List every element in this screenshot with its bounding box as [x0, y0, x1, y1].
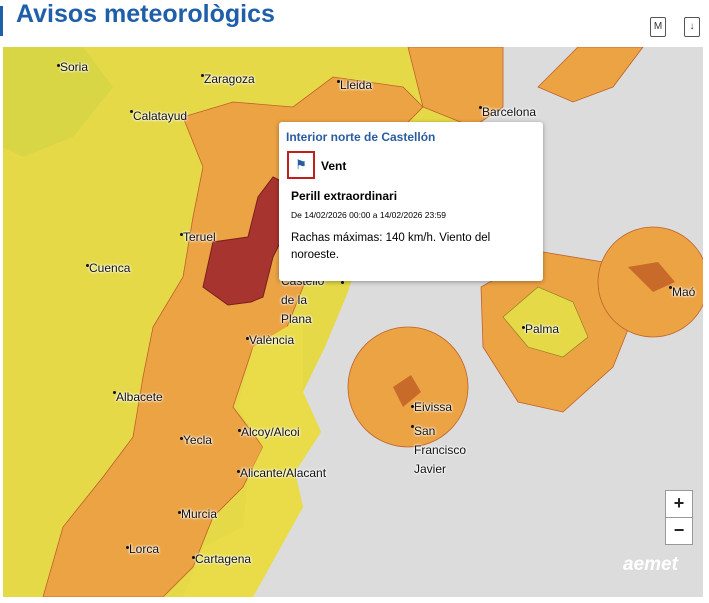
city-label: Lorca	[129, 542, 160, 556]
city-label: San Francisco Javier	[414, 424, 467, 476]
popup-level: Perill extraordinari	[291, 189, 398, 203]
city-dot	[522, 326, 525, 329]
city-dot	[411, 405, 414, 408]
map-button[interactable]: M	[650, 17, 666, 37]
city-dot	[57, 64, 60, 67]
city-label: Zaragoza	[204, 72, 255, 86]
popup-phenomenon: Vent	[321, 159, 347, 173]
city-dot	[180, 233, 183, 236]
popup-period: De 14/02/2026 00:00 a 14/02/2026 23:59	[291, 210, 447, 220]
city-dot	[669, 286, 672, 289]
city-dot	[238, 429, 241, 432]
city-dot	[86, 264, 89, 267]
download-button[interactable]: ↓	[684, 17, 700, 37]
zoom-in[interactable]: +	[665, 490, 693, 518]
city-dot	[180, 437, 183, 440]
city-dot	[178, 511, 181, 514]
city-label: Lleida	[340, 78, 373, 92]
city-label: Barcelona	[482, 105, 537, 119]
logo: aemet	[623, 554, 678, 575]
city-dot	[113, 391, 116, 394]
city-label: Albacete	[116, 390, 163, 404]
city-dot	[192, 556, 195, 559]
popup-region: Interior norte de Castellón	[286, 130, 436, 144]
city-dot	[411, 425, 414, 428]
city-dot	[130, 110, 133, 113]
city-label: Cuenca	[89, 261, 131, 275]
city-dot	[341, 281, 344, 284]
city-label: Alicante/Alacant	[240, 466, 327, 480]
popup-description: Rachas máximas: 140 km/h. Viento del nor…	[291, 232, 491, 261]
city-label: Cartagena	[195, 552, 252, 566]
city-dot	[479, 106, 482, 109]
city-dot	[201, 74, 204, 77]
city-dot	[337, 80, 340, 83]
page-title: Avisos meteorològics	[16, 0, 275, 28]
city-label: Murcia	[181, 507, 218, 521]
city-label: València	[249, 333, 295, 347]
warning-popup: Interior norte de Castellón ⚑ Vent Peril…	[279, 122, 543, 281]
city-label: Soria	[60, 60, 89, 74]
city-label: Eivissa	[414, 400, 453, 414]
city-label: Maó	[672, 285, 696, 299]
city-label: Teruel	[183, 230, 216, 244]
map: SoriaZaragozaLleidaBarcelonaCalatayudTar…	[3, 47, 703, 597]
city-dot	[237, 470, 240, 473]
city-label: Alcoy/Alcoi	[241, 425, 300, 439]
city-label: Palma	[525, 322, 560, 336]
city-label: Yecla	[183, 433, 212, 447]
city-dot	[126, 546, 129, 549]
wind-icon: ⚑	[287, 151, 315, 179]
city-label: Calatayud	[133, 109, 188, 123]
city-dot	[246, 337, 249, 340]
zoom-out[interactable]: −	[665, 517, 693, 545]
accent-bar	[0, 6, 3, 36]
